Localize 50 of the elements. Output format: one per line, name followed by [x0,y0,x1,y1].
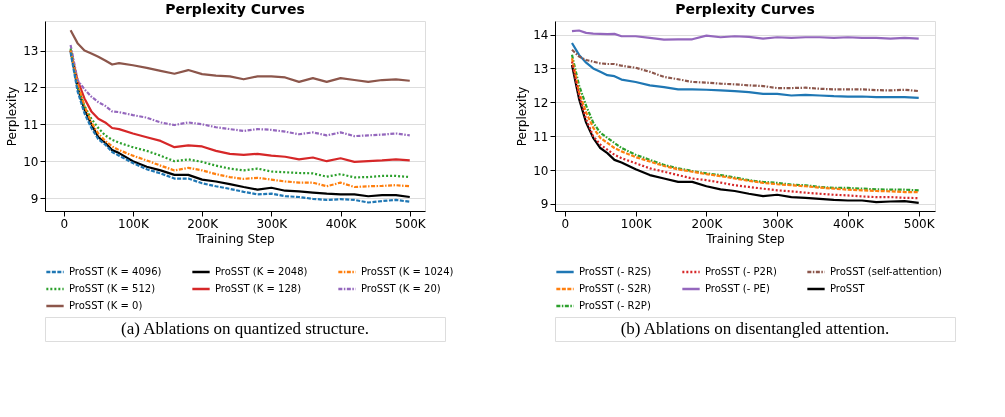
line-series [570,41,920,99]
y-tick-label: 9 [30,191,39,206]
text: (a) Ablations on quantized structure. [121,319,369,338]
legend-label: ProSST (K = 512) [69,283,156,294]
x-tick-label: 300K [762,216,795,231]
legend-label: ProSST (K = 0) [69,300,143,311]
y-tick-label: 14 [533,28,549,43]
x-tick-label: 300K [256,216,289,231]
y-tick-label: 11 [23,117,39,132]
line-series [69,29,411,83]
legend-label: ProSST (- PE) [705,283,770,294]
legend-label: ProSST (K = 2048) [215,266,308,277]
line-series [570,48,920,93]
legend-label: ProSST (K = 20) [361,283,441,294]
legend-label: ProSST [830,283,866,294]
x-tick-label: 0 [561,216,570,231]
line-series [570,29,920,41]
x-tick-label: 100K [620,216,653,231]
legend-label: ProSST (- R2S) [579,266,652,277]
legend-label: ProSST (- R2P) [579,300,651,311]
x-tick-label: 400K [833,216,865,231]
y-tick-label: 9 [540,197,549,212]
y-tick-label: 12 [533,95,549,110]
x-tick-label: 400K [325,216,358,231]
x-axis-title: Training Step [705,231,785,246]
legend-label: ProSST (K = 1024) [361,266,454,277]
chart-title: Perplexity Curves [165,1,305,17]
legend-label: ProSST (K = 128) [215,283,302,294]
y-tick-label: 13 [533,61,549,76]
legend-label: ProSST (K = 4096) [69,266,162,277]
chart-title: Perplexity Curves [675,1,815,17]
x-tick-label: 200K [187,216,220,231]
legend-label: ProSST (- P2R) [705,266,777,277]
legend-label: ProSST (- S2R) [579,283,652,294]
legend-label: ProSST (self-attention) [830,266,943,277]
x-tick-label: 500K [394,216,427,231]
x-axis-title: Training Step [195,231,275,246]
y-tick-label: 10 [533,163,549,178]
y-tick-label: 10 [23,154,39,169]
y-tick-label: 13 [23,44,39,59]
text: (b) Ablations on disentangled attention. [620,319,890,338]
x-tick-label: 0 [60,216,69,231]
y-tick-label: 12 [23,80,39,95]
y-axis-title: Perplexity [5,86,20,147]
y-axis-title: Perplexity [515,86,530,147]
line-series [69,43,411,138]
y-tick-label: 11 [533,129,549,144]
x-tick-label: 200K [691,216,724,231]
x-tick-label: 100K [118,216,150,231]
x-tick-label: 500K [903,216,936,231]
